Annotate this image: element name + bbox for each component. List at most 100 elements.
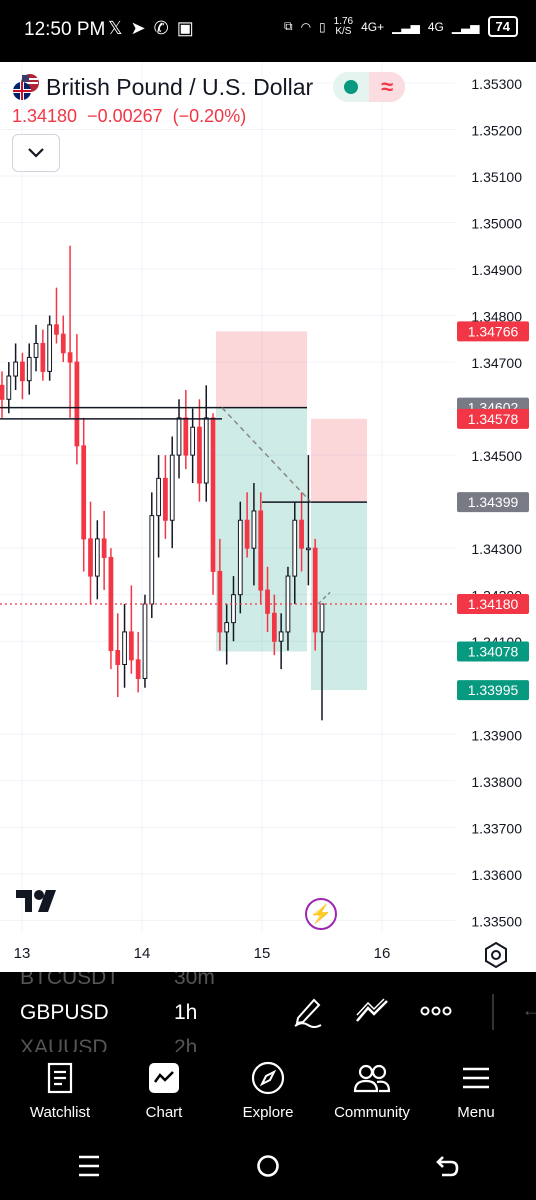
net-speed: 1.76 K/S: [333, 15, 354, 37]
candle-body: [26, 356, 32, 382]
price-label-text: 1.34766: [468, 323, 519, 339]
symbol-row-gbpusd[interactable]: GBPUSD 1h: [20, 1001, 198, 1024]
price-label-badge: [457, 680, 529, 701]
chevron-left-icon[interactable]: ←: [522, 1000, 536, 1020]
candle-body: [210, 417, 216, 572]
candle-body: [312, 547, 318, 633]
y-tick-label: 1.33800: [471, 774, 522, 790]
candle-body: [163, 477, 168, 521]
watchlist-icon: [47, 1060, 73, 1096]
position-target-zone: [311, 502, 367, 691]
media-icon: ▣: [176, 18, 194, 38]
x-tick-label: 14: [134, 945, 151, 962]
system-nav-bar: [0, 1132, 536, 1200]
price-change: −0.00267: [87, 106, 163, 126]
y-tick-label: 1.34700: [471, 355, 522, 371]
symbol-strip[interactable]: BTCUSDT 30m GBPUSD 1h XAUUSD 2h ←: [0, 972, 536, 1052]
y-tick-label: 1.35200: [471, 122, 522, 138]
candle-body: [40, 342, 46, 372]
status-time: 12:50 PM: [24, 19, 106, 40]
candle-body: [190, 426, 196, 456]
menu-icon: [461, 1060, 491, 1096]
signal-icon: ▁▃▅: [451, 19, 480, 34]
candle-body: [128, 631, 134, 661]
recent-apps-icon[interactable]: [76, 1154, 102, 1178]
pen-icon[interactable]: [292, 994, 324, 1028]
candle-body: [251, 510, 257, 549]
price-row: 1.34180 −0.00267 (−0.20%): [12, 106, 246, 127]
price-label-text: 1.34399: [468, 494, 519, 510]
compass-icon: [251, 1060, 285, 1096]
candle-body: [183, 417, 189, 456]
price-label-badge: [457, 492, 529, 513]
y-tick-label: 1.34800: [471, 309, 522, 325]
signal-icon: ▁▃▅: [392, 19, 420, 34]
status-notification-icons: 𝕏 ➤ ✆ ▣: [108, 18, 194, 39]
market-status-pill[interactable]: ≈: [333, 72, 406, 102]
strip-divider: [492, 994, 494, 1030]
symbol-title[interactable]: British Pound / U.S. Dollar: [46, 73, 314, 100]
market-open-icon: [333, 72, 369, 102]
symbol-header[interactable]: British Pound / U.S. Dollar ≈: [12, 72, 406, 102]
chart-settings-icon[interactable]: [481, 940, 511, 970]
y-tick-label: 1.33900: [471, 727, 522, 743]
x-tick-label: 16: [374, 945, 391, 962]
tradingview-logo-icon[interactable]: [16, 888, 64, 914]
candle-body: [265, 589, 270, 614]
y-tick-label: 1.35100: [471, 169, 522, 185]
candle-body: [224, 622, 230, 633]
candle-body: [0, 384, 5, 400]
nav-chart[interactable]: Chart: [114, 1052, 214, 1132]
price-label-text: 1.33995: [468, 682, 519, 698]
status-right: ⧉ ◠ ▯ 1.76 K/S 4G+ ▁▃▅ 4G ▁▃▅ 74: [284, 16, 518, 37]
y-tick-label: 1.35300: [471, 76, 522, 92]
symbol-row-btcusdt[interactable]: BTCUSDT 30m: [20, 972, 215, 989]
candle-body: [20, 361, 25, 382]
symbol-row-xauusd[interactable]: XAUUSD 2h: [20, 1036, 198, 1052]
candle-body: [74, 361, 80, 447]
candle-body: [101, 538, 107, 558]
candle-body: [217, 570, 223, 633]
price-change-pct: (−0.20%): [172, 106, 247, 126]
flash-icon[interactable]: ⚡: [305, 898, 337, 930]
back-icon[interactable]: [434, 1154, 460, 1178]
candle-body: [237, 519, 243, 596]
headset-icon: ◠: [300, 19, 312, 34]
nav-explore[interactable]: Explore: [218, 1052, 318, 1132]
home-icon[interactable]: [255, 1153, 281, 1179]
nav-community[interactable]: Community: [322, 1052, 422, 1132]
price-chart[interactable]: 1.35300 1.35200 1.35100 1.35000 1.34900 1.348…: [0, 62, 536, 972]
candle-body: [135, 659, 141, 679]
y-tick-label: 1.34900: [471, 262, 522, 278]
candle-body: [54, 324, 59, 335]
chart-area[interactable]: 1.35300 1.35200 1.35100 1.35000 1.34900 1.348…: [0, 62, 536, 972]
chevron-down-icon: [28, 148, 44, 158]
candle-body: [258, 510, 264, 591]
drawing-tools: [292, 994, 452, 1028]
bottom-nav: Watchlist Chart Explore Community Menu: [0, 1052, 536, 1132]
flag-gbp-usd-icon: [12, 73, 40, 101]
more-icon[interactable]: [420, 1005, 452, 1017]
candle-body: [197, 426, 202, 484]
price-label-badge: [457, 594, 529, 615]
candle-body: [319, 603, 325, 633]
candle-body: [115, 650, 121, 665]
candle-body: [67, 352, 73, 363]
position-stop-zone: [311, 418, 367, 503]
line-tool-icon[interactable]: [354, 997, 390, 1025]
nav-menu[interactable]: Menu: [426, 1052, 526, 1132]
candle-body: [142, 603, 148, 679]
y-tick-label: 1.35000: [471, 216, 522, 232]
candle-body: [149, 515, 155, 605]
y-tick-label: 1.33600: [471, 867, 522, 883]
candle-body: [244, 519, 250, 549]
candle-body: [156, 477, 161, 517]
collapse-legend-button[interactable]: [12, 134, 60, 172]
candle-body: [60, 333, 66, 354]
trend-line: [221, 407, 312, 503]
price-label-text: 1.34180: [468, 596, 519, 612]
nav-watchlist[interactable]: Watchlist: [10, 1052, 110, 1132]
y-tick-label: 1.34300: [471, 541, 522, 557]
cast-icon: ⧉: [283, 19, 293, 33]
candle-body: [231, 594, 236, 624]
